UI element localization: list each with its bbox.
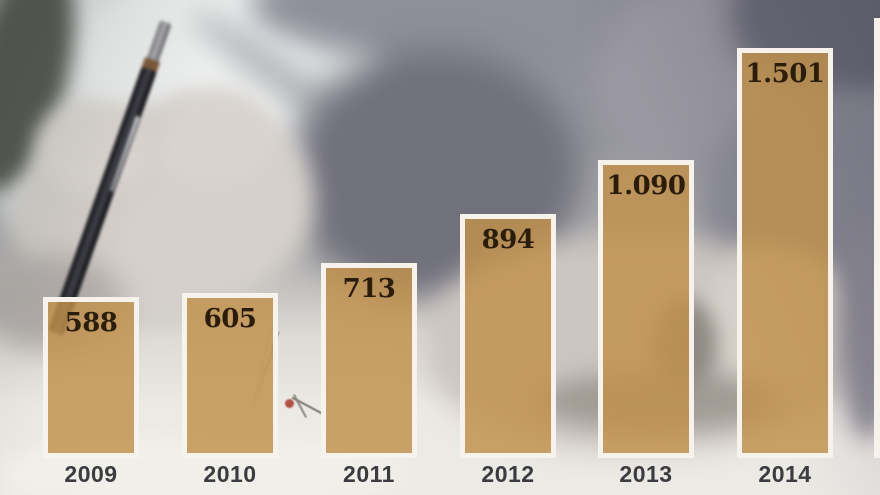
bar-2010: 605 [182,293,278,458]
x-axis-label-2011: 2011 [343,461,395,487]
bar-2013: 1.090 [598,160,694,458]
x-axis-label-2014: 2014 [758,461,812,487]
pen-red-dot [285,399,294,408]
x-axis-label-2009: 2009 [64,461,118,487]
bar-value-label: 605 [203,304,257,334]
bar-value-label: 588 [64,308,118,338]
bar-value-label: 713 [342,274,396,304]
background-right-edge-gray [838,225,880,440]
x-axis-label-2013: 2013 [619,461,673,487]
cropped-bar-edge [874,18,880,458]
bar-2012: 894 [460,214,556,458]
bar-value-label: 1.090 [606,171,686,201]
x-axis-label-2010: 2010 [203,461,257,487]
bar-2009: 588 [43,297,139,458]
bar-2014: 1.501 [737,48,833,458]
background-knuckle [150,88,275,188]
bar-value-label: 1.501 [745,59,825,89]
x-axis-label-2012: 2012 [481,461,535,487]
bar-value-label: 894 [481,225,535,255]
bar-2011: 713 [321,263,417,458]
